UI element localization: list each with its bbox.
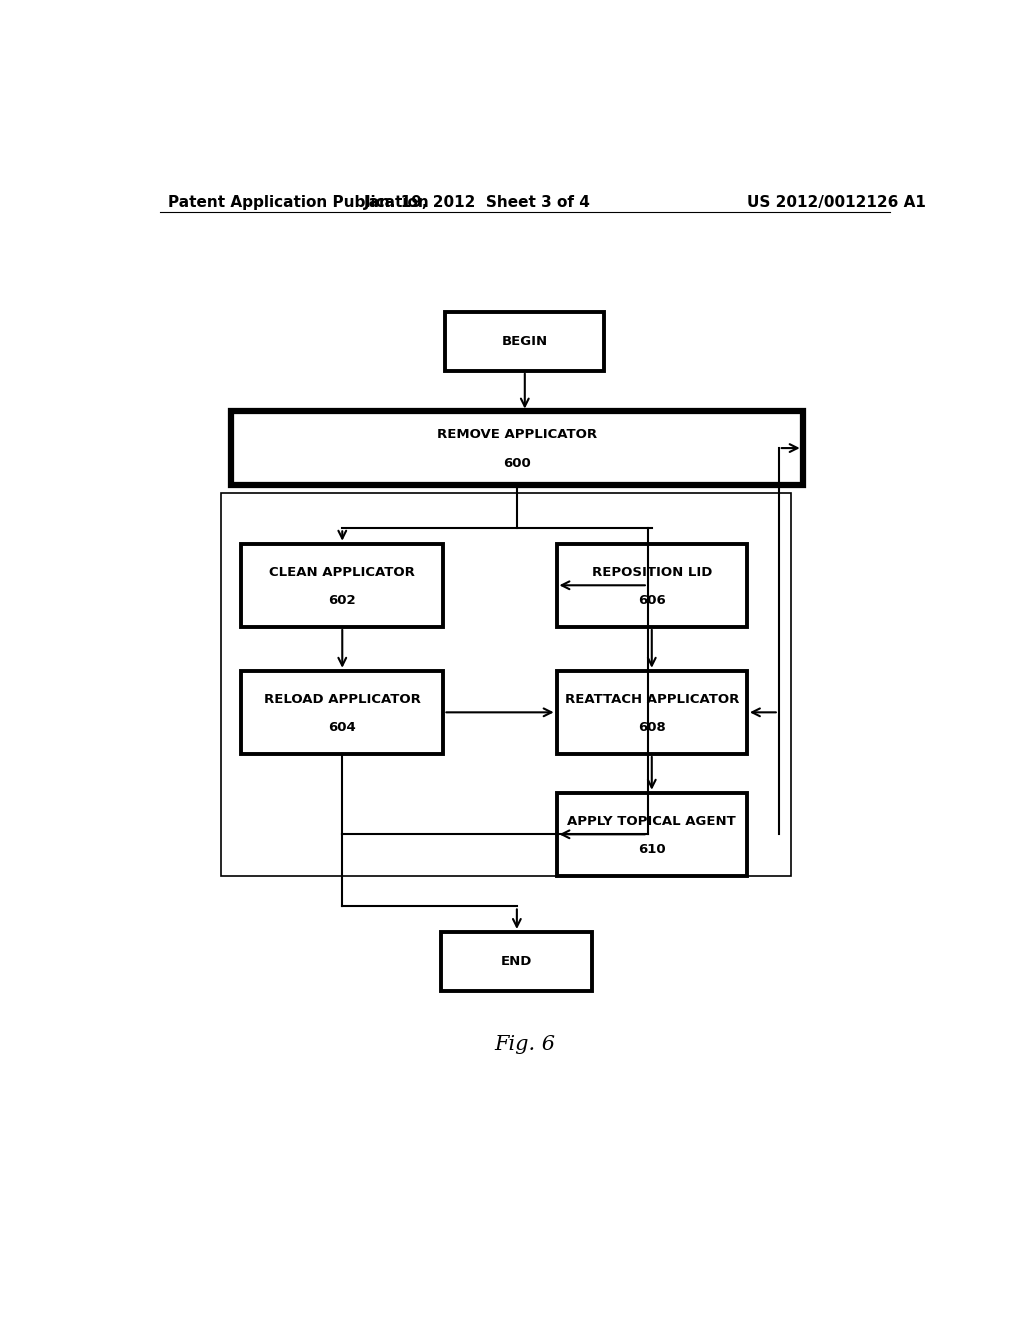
Text: CLEAN APPLICATOR: CLEAN APPLICATOR [269, 565, 415, 578]
Text: REMOVE APPLICATOR: REMOVE APPLICATOR [437, 429, 597, 441]
Text: REPOSITION LID: REPOSITION LID [592, 565, 712, 578]
Text: BEGIN: BEGIN [502, 335, 548, 348]
Bar [231, 412, 803, 484]
Text: Fig. 6: Fig. 6 [495, 1035, 555, 1055]
Text: 610: 610 [638, 843, 666, 857]
Bar [557, 792, 748, 876]
Bar [221, 492, 791, 876]
Text: 602: 602 [329, 594, 356, 607]
Bar [557, 671, 748, 754]
Text: 606: 606 [638, 594, 666, 607]
Text: REATTACH APPLICATOR: REATTACH APPLICATOR [564, 693, 739, 706]
Bar [441, 932, 592, 991]
Text: 600: 600 [503, 457, 530, 470]
Bar [445, 312, 604, 371]
Text: RELOAD APPLICATOR: RELOAD APPLICATOR [264, 693, 421, 706]
Text: 604: 604 [329, 721, 356, 734]
Bar [241, 544, 443, 627]
Text: 608: 608 [638, 721, 666, 734]
Text: Jan. 19, 2012  Sheet 3 of 4: Jan. 19, 2012 Sheet 3 of 4 [364, 194, 591, 210]
Text: US 2012/0012126 A1: US 2012/0012126 A1 [748, 194, 926, 210]
Text: Patent Application Publication: Patent Application Publication [168, 194, 428, 210]
Bar [557, 544, 748, 627]
Text: END: END [501, 954, 532, 968]
Bar [241, 671, 443, 754]
Text: APPLY TOPICAL AGENT: APPLY TOPICAL AGENT [567, 814, 736, 828]
